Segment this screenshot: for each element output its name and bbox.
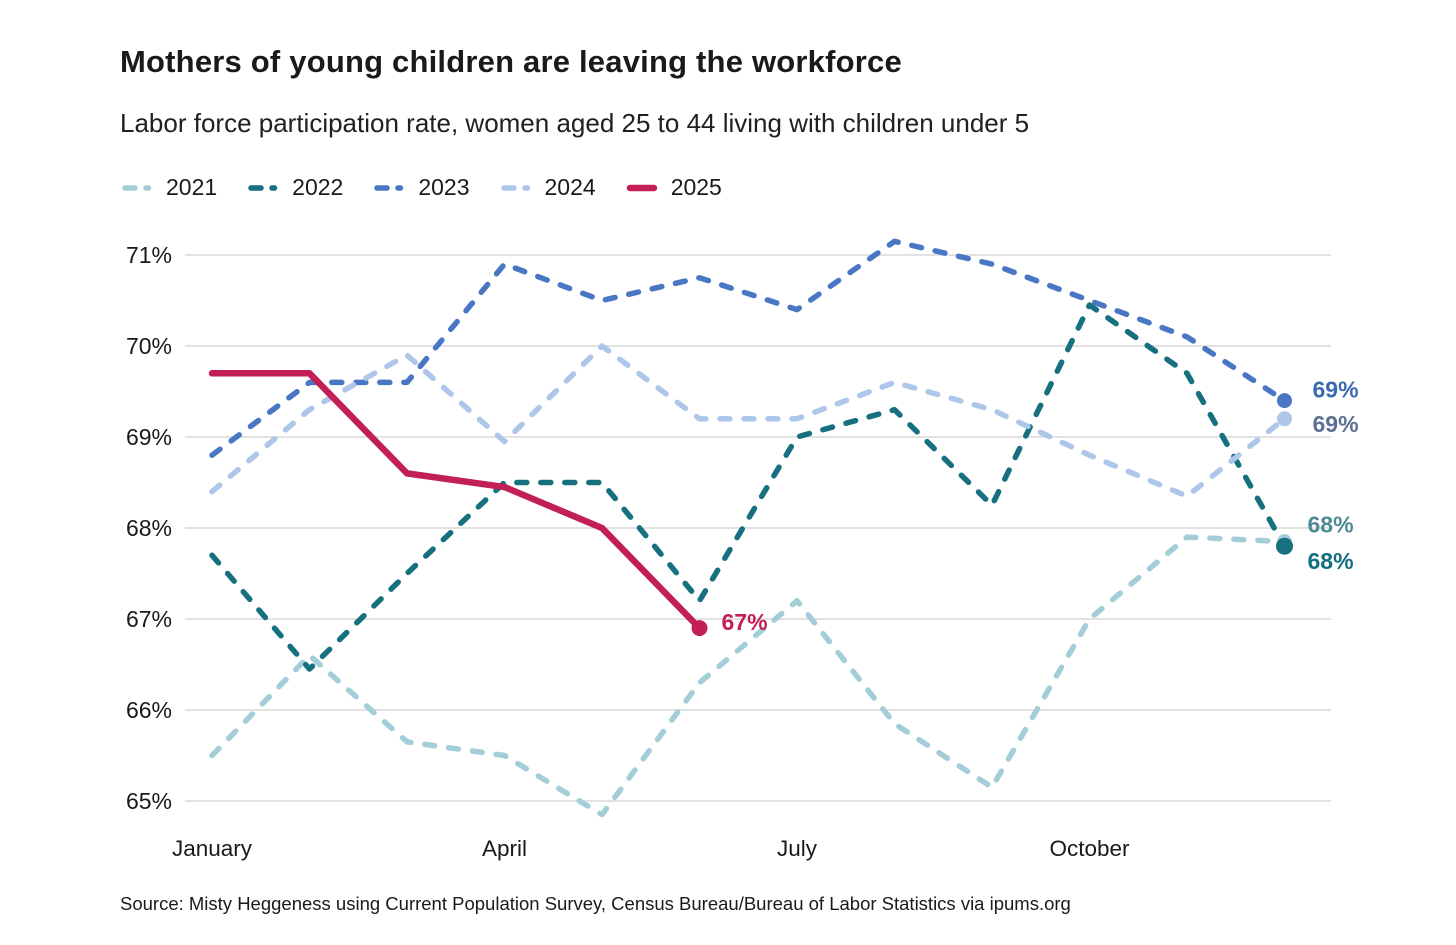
x-axis-tick-July: July xyxy=(777,836,818,861)
x-axis-tick-January: January xyxy=(172,836,253,861)
series-2022-end-dot xyxy=(1276,537,1293,555)
legend-item-2022: 2022 xyxy=(247,174,343,201)
series-2025-end-label: 67% xyxy=(722,609,768,635)
series-2021-line xyxy=(209,534,1288,818)
series-2025-end-dot xyxy=(691,620,708,637)
legend-swatch-2023 xyxy=(374,184,409,191)
y-axis-tick-67%: 67% xyxy=(126,606,172,632)
chart-legend: 2021 2022 2023 2024 2025 xyxy=(121,174,722,201)
legend-label-2023: 2023 xyxy=(418,174,470,200)
series-2022-end-label: 68% xyxy=(1308,548,1354,574)
series-2024-end-dot xyxy=(1277,411,1292,427)
legend-swatch-2024 xyxy=(500,184,535,191)
y-axis-tick-71%: 71% xyxy=(126,242,172,268)
legend-label-2021: 2021 xyxy=(166,174,218,200)
series-2024-line xyxy=(209,343,1288,499)
legend-label-2025: 2025 xyxy=(670,174,722,200)
chart-title: Mothers of young children are leaving th… xyxy=(120,44,902,79)
legend-item-2023: 2023 xyxy=(373,174,470,201)
y-axis-tick-70%: 70% xyxy=(126,333,172,359)
x-axis-tick-October: October xyxy=(1049,836,1130,861)
legend-item-2025: 2025 xyxy=(626,174,722,201)
legend-swatch-2025 xyxy=(626,184,657,191)
legend-label-2022: 2022 xyxy=(292,174,344,200)
legend-label-2024: 2024 xyxy=(544,174,596,200)
x-axis-tick-April: April xyxy=(482,836,527,861)
y-axis-tick-69%: 69% xyxy=(126,424,172,450)
y-axis-tick-68%: 68% xyxy=(126,515,172,541)
series-2023-end-label: 69% xyxy=(1313,377,1359,403)
series-2024-end-label: 69% xyxy=(1313,411,1359,437)
legend-item-2024: 2024 xyxy=(500,174,596,201)
legend-swatch-2022 xyxy=(248,184,282,191)
chart-subtitle: Labor force participation rate, women ag… xyxy=(120,108,1030,138)
y-axis-tick-65%: 65% xyxy=(126,788,172,814)
legend-swatch-2021 xyxy=(122,184,156,191)
series-2023-line xyxy=(209,238,1288,458)
legend-item-2021: 2021 xyxy=(121,174,217,201)
source-note: Source: Misty Heggeness using Current Po… xyxy=(120,893,1071,914)
series-2023-end-dot xyxy=(1277,393,1292,409)
series-2025-line xyxy=(208,370,703,632)
y-axis-tick-66%: 66% xyxy=(126,697,172,723)
series-2022-line xyxy=(209,302,1288,672)
series-2021-end-label: 68% xyxy=(1308,512,1354,538)
